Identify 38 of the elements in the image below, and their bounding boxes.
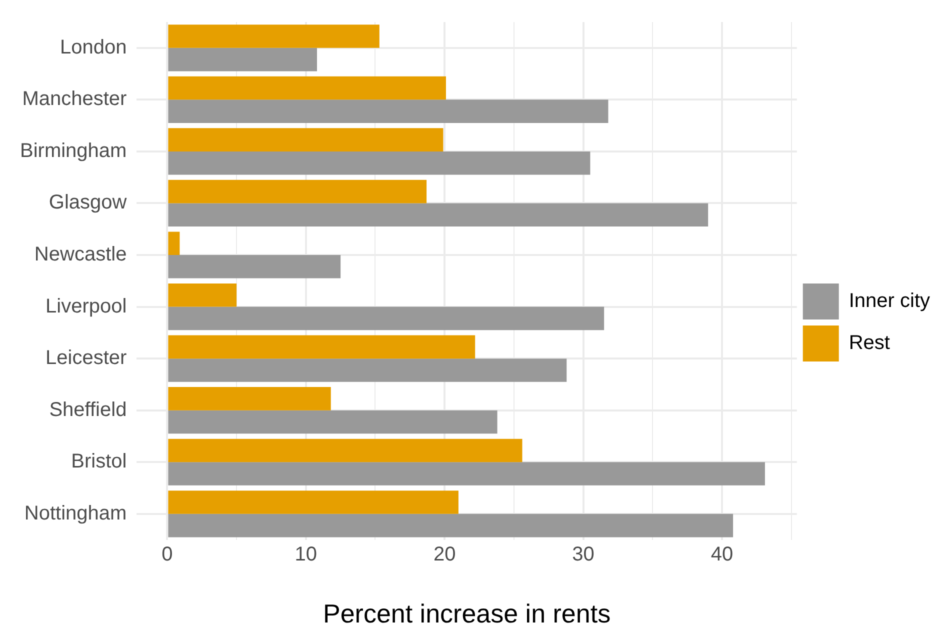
x-tick-label: 30 — [572, 543, 594, 566]
legend-label: Rest — [848, 332, 890, 354]
bar — [168, 76, 446, 100]
legend-label: Inner city — [848, 290, 930, 312]
bar — [168, 203, 708, 227]
bar — [168, 438, 522, 462]
bar — [168, 358, 567, 382]
bar — [168, 283, 237, 307]
y-tick-label: Leicester — [46, 347, 128, 370]
x-tick-label: 40 — [710, 543, 734, 566]
x-tick-label: 20 — [433, 543, 456, 566]
bar — [168, 232, 180, 256]
bar — [168, 514, 734, 538]
bar — [168, 490, 458, 514]
bar — [168, 151, 590, 175]
bar — [168, 128, 444, 152]
bar — [168, 462, 765, 486]
y-tick-label: Birmingham — [20, 140, 127, 162]
x-tick-label: 10 — [294, 543, 318, 566]
y-tick-label: Liverpool — [46, 295, 127, 318]
y-tick-label: Manchester — [22, 88, 128, 110]
x-axis-title: Percent increase in rents — [322, 598, 611, 629]
y-tick-label: Nottingham — [24, 502, 127, 524]
bar — [168, 24, 380, 48]
y-tick-label: Sheffield — [49, 398, 127, 421]
bar — [168, 306, 604, 330]
bar — [168, 410, 498, 434]
bar — [168, 180, 427, 204]
y-tick-label: Newcastle — [34, 244, 127, 266]
y-tick-label: Bristol — [71, 450, 127, 473]
bar — [168, 48, 317, 72]
bar — [168, 255, 341, 278]
bar — [168, 335, 476, 359]
y-tick-label: London — [60, 36, 127, 58]
bar — [168, 100, 608, 123]
y-tick-label: Glasgow — [48, 192, 128, 214]
x-tick-label: 0 — [162, 543, 173, 566]
bar — [168, 387, 331, 410]
